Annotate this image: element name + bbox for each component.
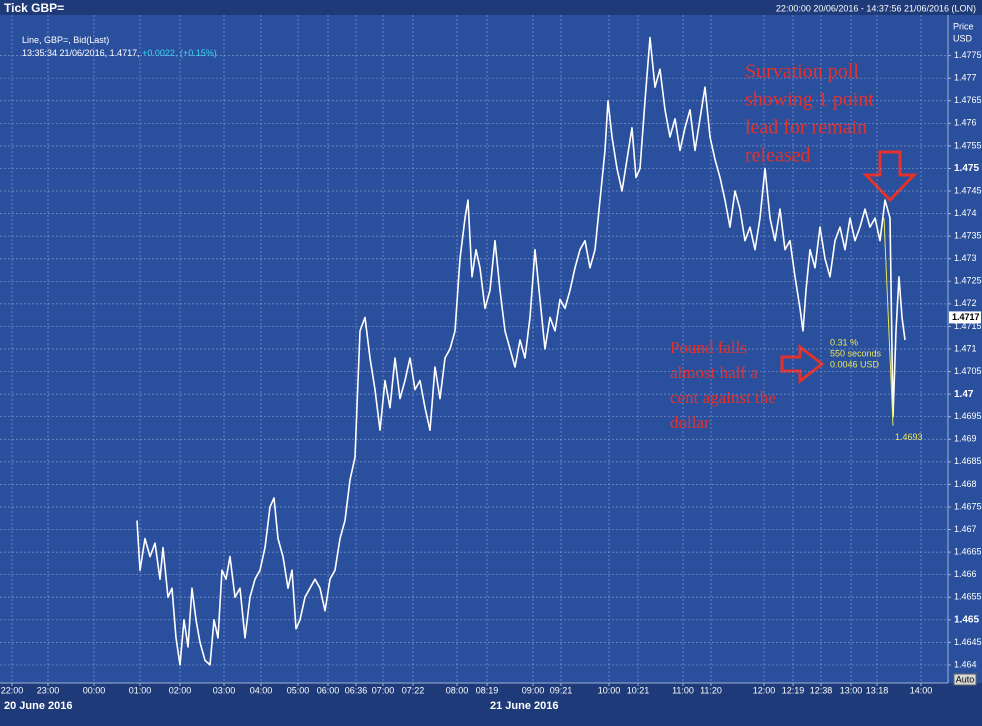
x-tick-label: 07:22	[402, 685, 425, 695]
x-tick-label: 09:00	[522, 685, 545, 695]
x-tick-label: 13:18	[866, 685, 889, 695]
measure-seconds: 550 seconds	[830, 348, 882, 358]
period: 22:00:00 20/06/2016 - 14:37:56 21/06/201…	[776, 3, 976, 13]
x-tick-label: 08:19	[476, 685, 499, 695]
x-tick-label: 23:00	[37, 685, 60, 695]
y-tick-label: 1.476	[954, 118, 977, 128]
y-tick-label: 1.4665	[954, 546, 982, 556]
y-tick-label: 1.4685	[954, 456, 982, 466]
last-price-box	[949, 311, 981, 324]
y-tick-label: 1.474	[954, 208, 977, 218]
x-tick-label: 09:21	[550, 685, 573, 695]
annotation-line: released	[745, 145, 811, 167]
legend-pct: (+0.15%)	[179, 48, 217, 58]
annotation-line: cent against the	[670, 388, 776, 407]
legend-last: 1.4717,	[109, 48, 140, 58]
y-tick-label: 1.4705	[954, 366, 982, 376]
legend-change: +0.0022,	[142, 48, 178, 58]
y-axis-unit: USD	[953, 33, 973, 43]
x-tick-label: 02:00	[169, 685, 192, 695]
y-tick-label: 1.466	[954, 569, 977, 579]
y-tick-label: 1.477	[954, 73, 977, 83]
auto-label[interactable]: Auto	[956, 674, 975, 684]
x-tick-label: 08:00	[446, 685, 469, 695]
y-tick-label: 1.467	[954, 524, 977, 534]
arrow-right	[780, 343, 825, 385]
measure-usd: 0.0046 USD	[830, 359, 880, 369]
y-tick-label: 1.4775	[954, 50, 982, 60]
x-tick-label: 12:00	[753, 685, 776, 695]
y-tick-label: 1.4715	[954, 321, 982, 331]
y-tick-label: 1.472	[954, 298, 977, 308]
y-tick-label: 1.4675	[954, 501, 982, 511]
annotation-line: Survation poll	[745, 61, 859, 83]
chart-title: Tick GBP=	[4, 1, 64, 15]
y-axis-label: Price	[953, 21, 974, 31]
x-tick-label: 05:00	[287, 685, 310, 695]
y-tick-label: 1.4765	[954, 95, 982, 105]
x-tick-label: 07:00	[372, 685, 395, 695]
plot-area	[0, 15, 948, 683]
x-tick-label: 11:00	[672, 685, 694, 695]
measure-low-label: 1.4693	[895, 432, 923, 442]
y-tick-label: 1.473	[954, 253, 977, 263]
x-tick-label: 11:20	[700, 685, 722, 695]
date-label: 21 June 2016	[490, 700, 559, 712]
arrow-down	[862, 150, 918, 203]
annotation-line: dollar	[670, 413, 710, 432]
annotation-line: Pound falls	[670, 338, 747, 357]
x-tick-label: 00:00	[83, 685, 106, 695]
date-label: 20 June 2016	[4, 700, 73, 712]
x-tick-label: 12:19	[782, 685, 805, 695]
y-axis-area	[948, 15, 982, 683]
measure-pct: 0.31 %	[830, 337, 858, 347]
y-tick-label: 1.475	[954, 163, 979, 174]
annotation-line: almost half a	[670, 363, 758, 382]
y-tick-label: 1.465	[954, 614, 979, 625]
auto-button[interactable]	[953, 673, 977, 686]
y-tick-label: 1.4695	[954, 411, 982, 421]
y-tick-label: 1.4755	[954, 140, 982, 150]
grid	[0, 15, 948, 683]
price-line	[136, 36, 906, 666]
x-tick-label: 12:38	[810, 685, 833, 695]
y-tick-label: 1.4655	[954, 592, 982, 602]
annotation-line: showing 1 point	[745, 89, 874, 111]
legend-values: 13:35:34 21/06/2016, 1.4717, +0.0022, (+…	[22, 47, 217, 60]
x-tick-label: 03:00	[213, 685, 236, 695]
x-tick-label: 01:00	[129, 685, 152, 695]
last-price-label: 1.4717	[952, 312, 980, 322]
y-tick-label: 1.469	[954, 434, 977, 444]
x-tick-label: 22:00	[1, 685, 24, 695]
x-tick-label: 06:36	[345, 685, 368, 695]
x-tick-label: 04:00	[250, 685, 273, 695]
y-tick-label: 1.468	[954, 479, 977, 489]
y-tick-label: 1.4725	[954, 276, 982, 286]
legend: Line, GBP=, Bid(Last) 13:35:34 21/06/201…	[22, 34, 217, 60]
y-tick-label: 1.4735	[954, 231, 982, 241]
x-tick-label: 13:00	[840, 685, 863, 695]
y-tick-label: 1.4745	[954, 185, 982, 195]
measure-line	[883, 218, 894, 426]
y-tick-label: 1.47	[954, 389, 974, 400]
y-tick-label: 1.4645	[954, 637, 982, 647]
legend-time: 13:35:34 21/06/2016,	[22, 48, 108, 58]
x-tick-label: 06:00	[317, 685, 340, 695]
annotation-line: lead for remain	[745, 117, 867, 139]
x-tick-label: 14:00	[910, 685, 933, 695]
y-tick-label: 1.471	[954, 343, 977, 353]
y-tick-label: 1.464	[954, 659, 977, 669]
legend-line: Line, GBP=, Bid(Last)	[22, 35, 110, 45]
x-tick-label: 10:21	[627, 685, 650, 695]
x-tick-label: 10:00	[598, 685, 621, 695]
